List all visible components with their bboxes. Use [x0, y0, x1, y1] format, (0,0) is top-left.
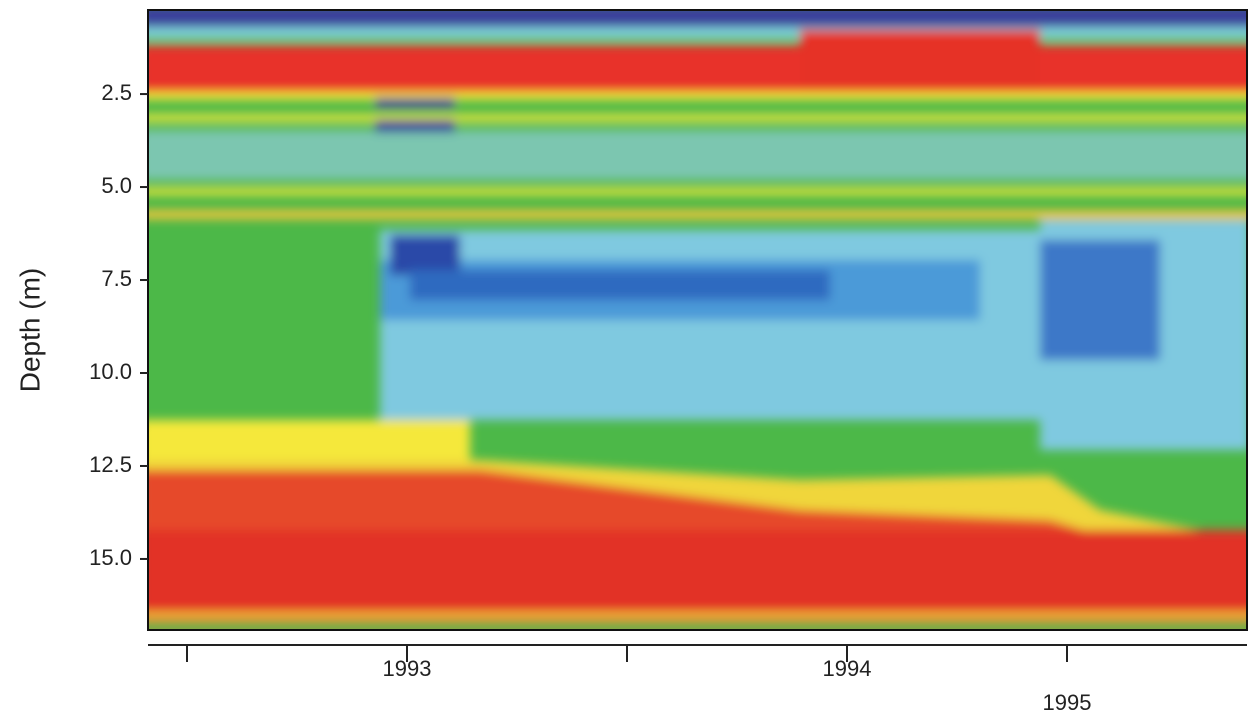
y-axis-label: Depth (m): [14, 268, 45, 392]
x-tick-label: 1995: [1043, 690, 1092, 715]
y-tick-label: 12.5: [89, 452, 132, 477]
plot-frame: [147, 9, 1248, 631]
x-tick-label: 1994: [823, 656, 872, 681]
y-tick-label: 5.0: [101, 173, 132, 198]
x-tick-label: 1993: [383, 656, 432, 681]
heatmap-field: [148, 10, 1247, 630]
y-tick-label: 7.5: [101, 266, 132, 291]
y-tick-label: 15.0: [89, 545, 132, 570]
y-tick-label: 2.5: [101, 80, 132, 105]
y-tick-label: 10.0: [89, 359, 132, 384]
